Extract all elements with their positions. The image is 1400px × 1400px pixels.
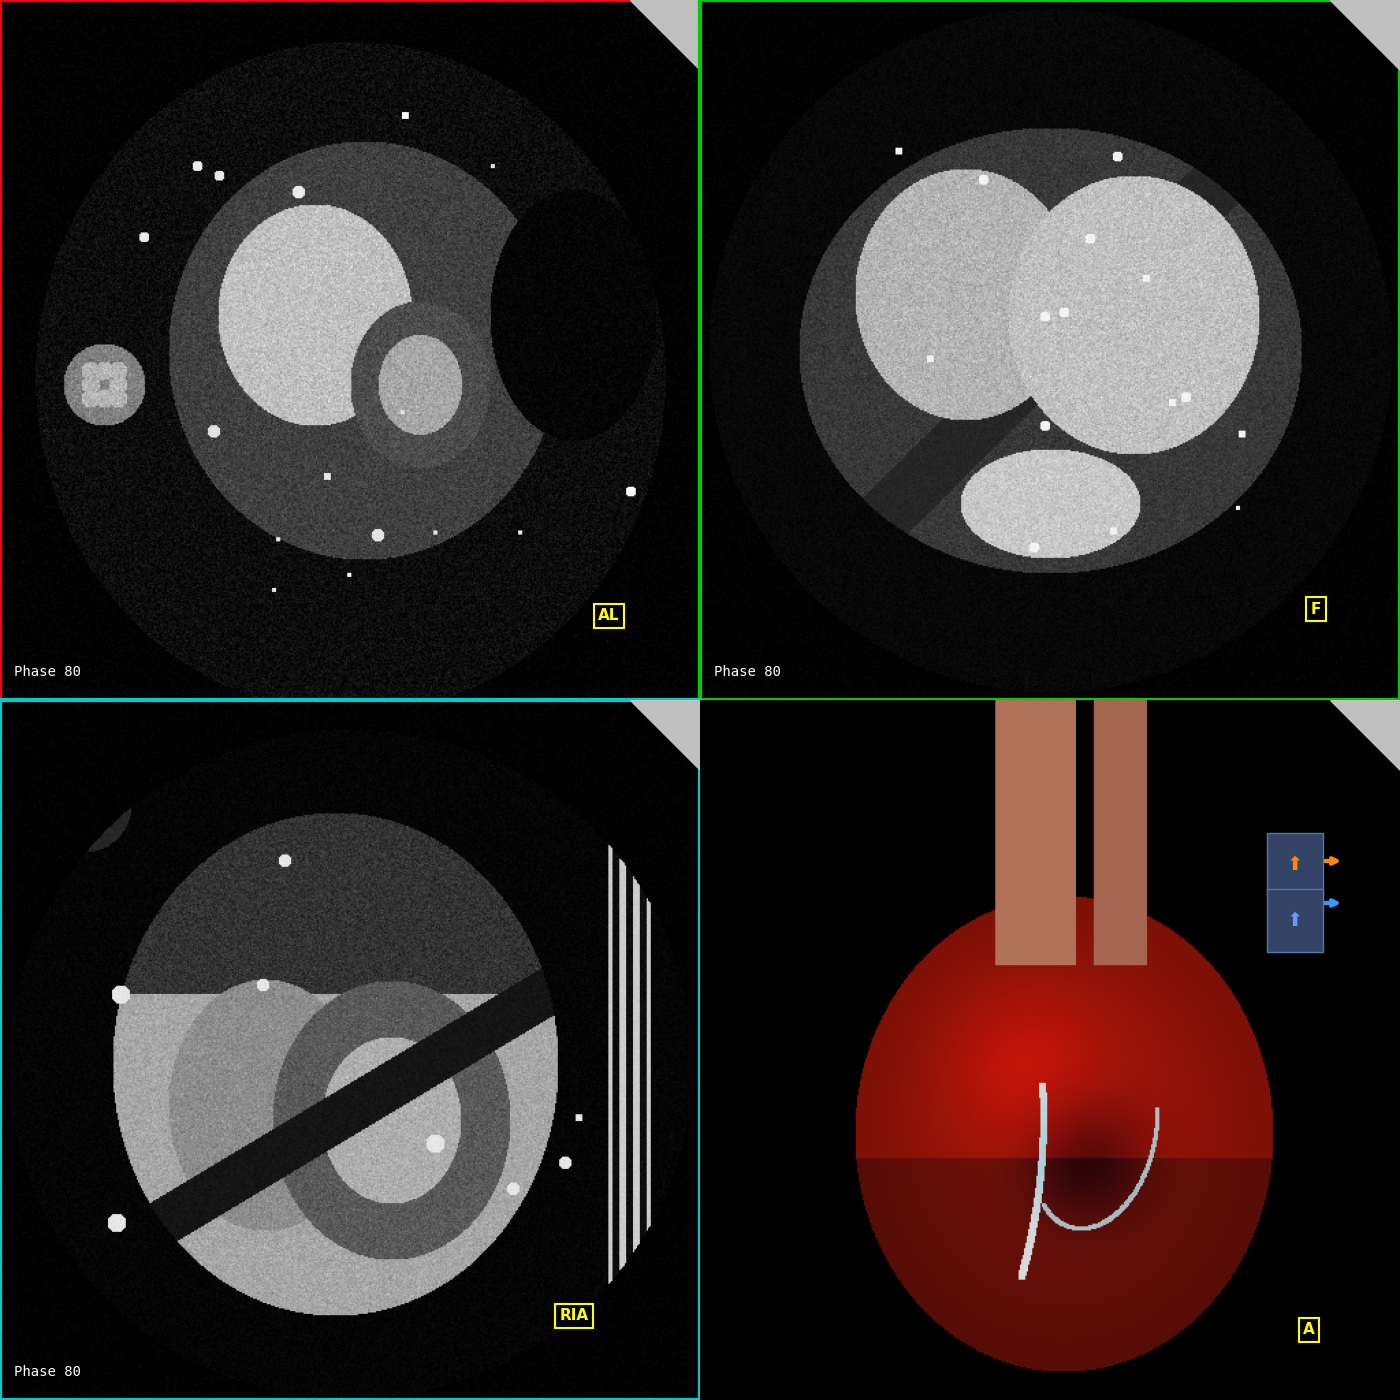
- FancyBboxPatch shape: [1267, 889, 1323, 952]
- Polygon shape: [1330, 700, 1400, 770]
- FancyBboxPatch shape: [1267, 833, 1323, 896]
- Text: ⬆: ⬆: [1287, 855, 1303, 874]
- Polygon shape: [630, 0, 700, 70]
- Text: AL: AL: [598, 609, 620, 623]
- Text: Phase 80: Phase 80: [14, 665, 81, 679]
- Text: Phase 80: Phase 80: [714, 665, 781, 679]
- Text: A: A: [1303, 1323, 1315, 1337]
- Text: Phase 80: Phase 80: [14, 1365, 81, 1379]
- Text: RIA: RIA: [560, 1309, 588, 1323]
- Text: F: F: [1310, 602, 1322, 616]
- Polygon shape: [630, 700, 700, 770]
- Text: ⬆: ⬆: [1287, 911, 1303, 930]
- Polygon shape: [1330, 0, 1400, 70]
